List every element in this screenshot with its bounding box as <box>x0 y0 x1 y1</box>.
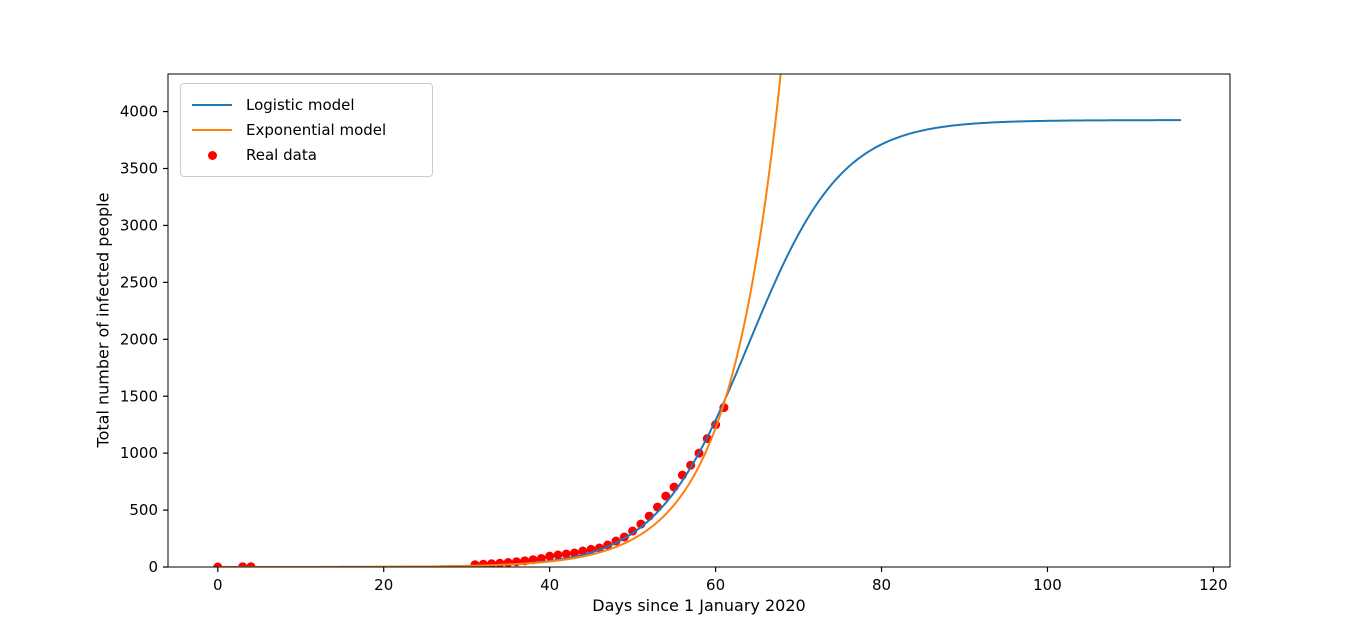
y-tick-label: 2500 <box>120 273 158 291</box>
legend-label-exponential: Exponential model <box>246 120 387 139</box>
x-tick-label: 100 <box>1033 576 1062 594</box>
data-point <box>213 562 223 567</box>
data-point <box>545 551 555 561</box>
legend-entry-exponential: Exponential model <box>191 117 420 142</box>
y-tick-label: 2000 <box>120 330 158 348</box>
x-tick-label: 0 <box>213 576 223 594</box>
real-data-dot-swatch-icon <box>191 150 233 160</box>
data-point <box>238 562 248 567</box>
y-tick-label: 3500 <box>120 160 158 178</box>
data-point <box>503 558 513 567</box>
data-point <box>561 549 571 559</box>
y-axis-label: Total number of infected people <box>93 192 113 448</box>
data-point <box>495 558 505 567</box>
exponential-line-swatch-icon <box>191 128 233 131</box>
y-tick-label: 1500 <box>120 387 158 405</box>
x-tick-label: 60 <box>706 576 725 594</box>
x-tick-label: 120 <box>1199 576 1228 594</box>
x-tick-label: 80 <box>872 576 891 594</box>
y-tick-label: 500 <box>129 501 158 519</box>
legend: Logistic model Exponential model Real da… <box>180 83 433 177</box>
data-point <box>628 526 638 536</box>
x-tick-label: 40 <box>540 576 559 594</box>
data-point <box>653 502 663 512</box>
y-tick-label: 3000 <box>120 217 158 235</box>
data-point <box>661 491 671 501</box>
legend-entry-real-data: Real data <box>191 143 420 168</box>
legend-label-real-data: Real data <box>246 146 317 165</box>
legend-label-logistic: Logistic model <box>246 95 355 114</box>
data-point <box>246 562 256 567</box>
y-tick-label: 4000 <box>120 103 158 121</box>
legend-entry-logistic: Logistic model <box>191 92 420 117</box>
logistic-line-swatch-icon <box>191 103 233 106</box>
y-tick-label: 0 <box>148 558 158 576</box>
logistic-curve <box>216 119 1182 567</box>
x-axis-label: Days since 1 January 2020 <box>592 596 806 615</box>
data-point <box>553 550 563 560</box>
y-tick-label: 1000 <box>120 444 158 462</box>
x-tick-label: 20 <box>374 576 393 594</box>
axes-spines <box>167 73 1231 568</box>
